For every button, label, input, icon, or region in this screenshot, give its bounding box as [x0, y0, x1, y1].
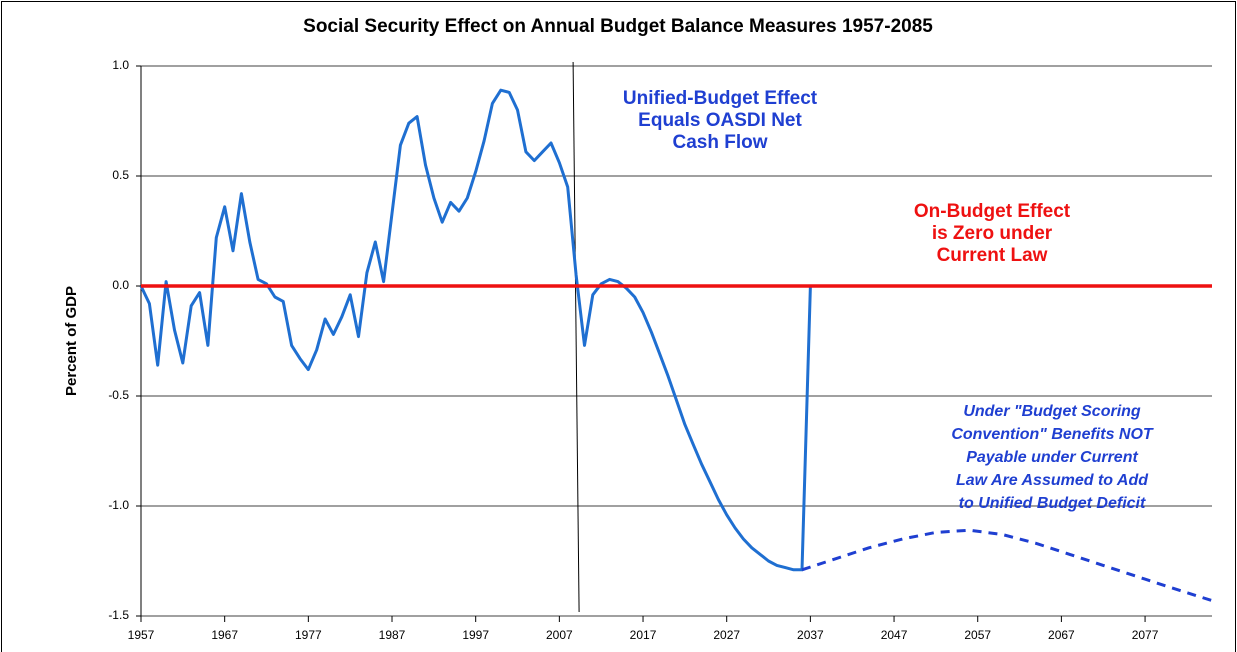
chart-title: Social Security Effect on Annual Budget … [303, 16, 933, 37]
x-tick-label: 2007 [546, 628, 573, 642]
y-tick-label: 1.0 [112, 58, 129, 72]
annotation: Payable under Current [966, 449, 1138, 466]
annotation: is Zero under [932, 223, 1053, 244]
annotation: On-Budget Effect [914, 201, 1071, 222]
x-tick-label: 1977 [295, 628, 322, 642]
x-tick-label: 2067 [1048, 628, 1075, 642]
x-tick-label: 2047 [881, 628, 908, 642]
annotation: Convention" Benefits NOT [951, 426, 1154, 443]
annotation: Cash Flow [672, 132, 767, 153]
series-line [139, 88, 812, 572]
series-line [801, 528, 1213, 603]
y-tick-label: 0.0 [112, 278, 129, 292]
x-tick-label: 2017 [630, 628, 657, 642]
x-tick-label: 1967 [211, 628, 238, 642]
x-tick-label: 1997 [462, 628, 489, 642]
y-tick-label: -0.5 [108, 388, 129, 402]
annotation: Law Are Assumed to Add [956, 472, 1149, 489]
x-tick-label: 2057 [964, 628, 991, 642]
annotation: Under "Budget Scoring [963, 403, 1141, 420]
x-tick-label: 2027 [713, 628, 740, 642]
y-tick-label: -1.0 [108, 498, 129, 512]
annotation: Unified-Budget Effect [623, 88, 818, 109]
x-tick-label: 1987 [379, 628, 406, 642]
divider [572, 61, 580, 613]
annotation: Current Law [937, 245, 1048, 266]
x-tick-label: 2077 [1132, 628, 1159, 642]
annotation: Equals OASDI Net [638, 110, 802, 131]
x-tick-label: 1957 [128, 628, 155, 642]
y-tick-label: 0.5 [112, 168, 129, 182]
x-tick-label: 2037 [797, 628, 824, 642]
annotation: to Unified Budget Deficit [959, 495, 1146, 512]
y-axis-label: Percent of GDP [63, 286, 80, 396]
y-tick-label: -1.5 [108, 608, 129, 622]
